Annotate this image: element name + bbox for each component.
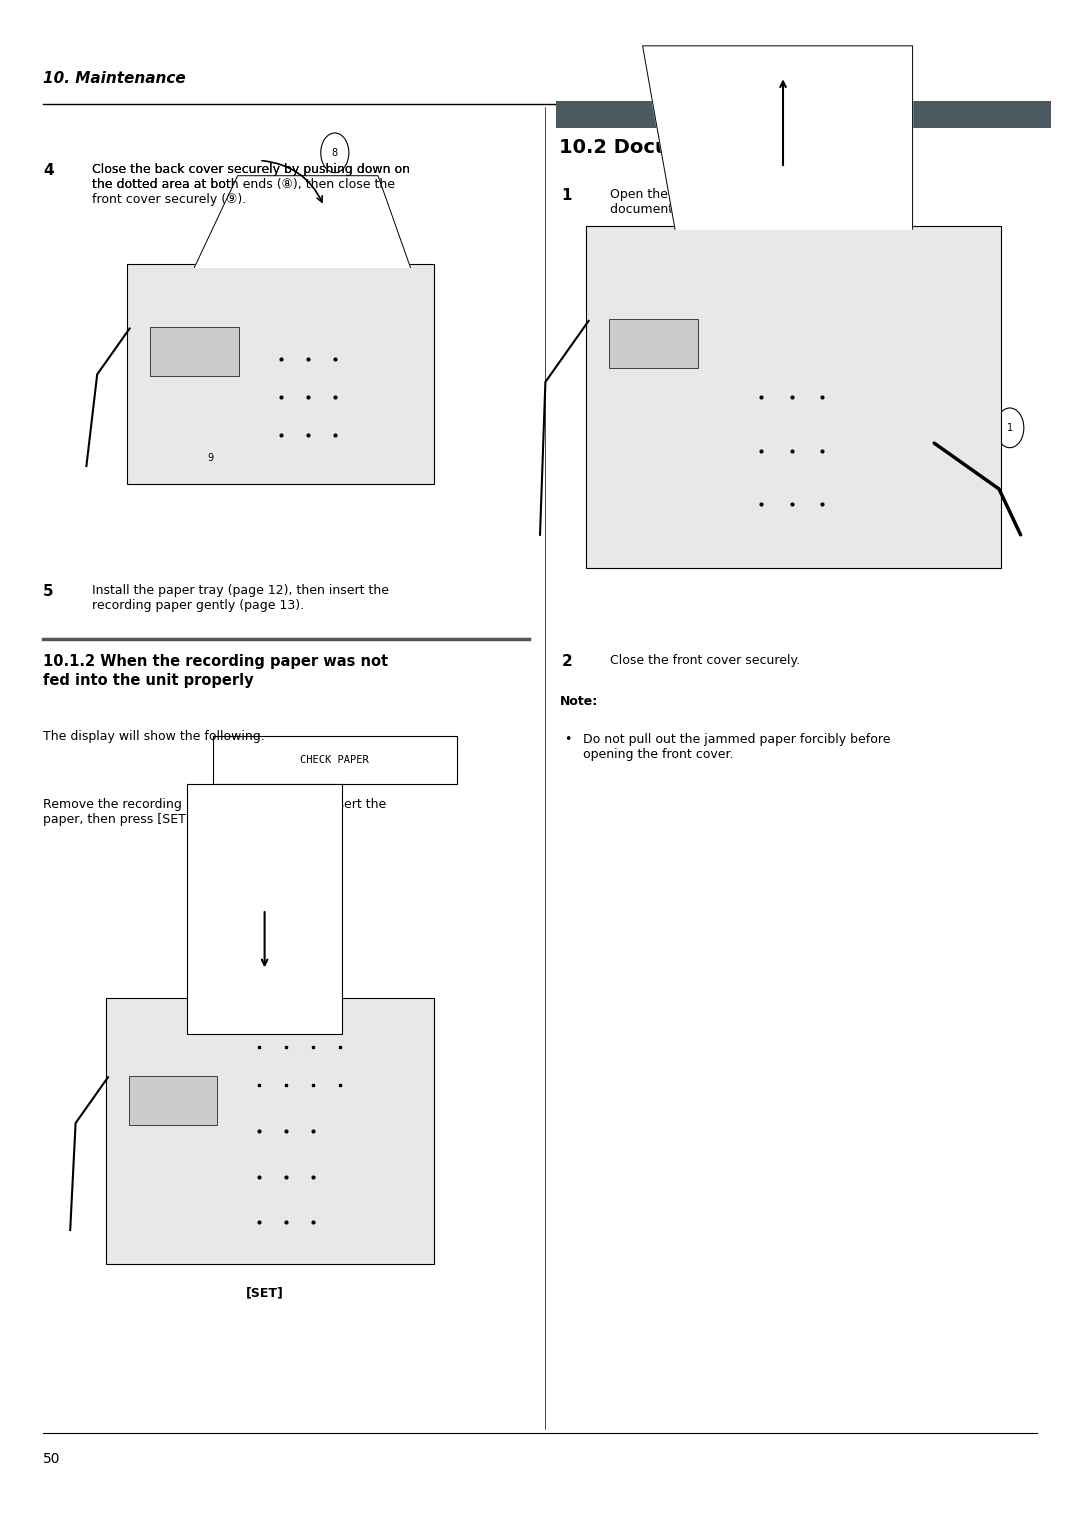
Text: 5: 5 <box>43 584 54 599</box>
Text: 2: 2 <box>562 654 572 669</box>
Text: 9: 9 <box>207 454 214 463</box>
FancyBboxPatch shape <box>106 998 434 1264</box>
FancyBboxPatch shape <box>213 736 457 784</box>
Text: Close the front cover securely.: Close the front cover securely. <box>610 654 800 668</box>
Text: Close the back cover securely by pushing down on
the dotted area at both ends (: Close the back cover securely by pushing… <box>92 163 409 191</box>
FancyBboxPatch shape <box>556 101 1051 128</box>
FancyBboxPatch shape <box>187 784 342 1034</box>
Text: Remove the recording paper and straighten. Insert the
paper, then press [SET] to: Remove the recording paper and straighte… <box>43 798 387 825</box>
FancyBboxPatch shape <box>129 1076 217 1125</box>
Text: 10. Maintenance: 10. Maintenance <box>43 70 186 86</box>
Polygon shape <box>194 176 410 267</box>
Text: Open the front cover. Remove the jammed
document carefully (①).: Open the front cover. Remove the jammed … <box>610 188 878 215</box>
FancyBboxPatch shape <box>586 226 1001 568</box>
Text: 10.1.2 When the recording paper was not
fed into the unit properly: 10.1.2 When the recording paper was not … <box>43 654 389 688</box>
Text: CHECK PAPER: CHECK PAPER <box>300 755 369 766</box>
Text: Install the paper tray (page 12), then insert the
recording paper gently (page 1: Install the paper tray (page 12), then i… <box>92 584 389 611</box>
Text: 50: 50 <box>43 1452 60 1465</box>
Text: Note:: Note: <box>559 695 597 709</box>
Text: 10.2 Document jams: 10.2 Document jams <box>559 138 784 156</box>
Text: Do not pull out the jammed paper forcibly before
opening the front cover.: Do not pull out the jammed paper forcibl… <box>583 733 891 761</box>
Text: The display will show the following.: The display will show the following. <box>43 730 265 744</box>
Text: 4: 4 <box>43 163 54 179</box>
Text: 8: 8 <box>332 148 338 157</box>
Text: 1: 1 <box>562 188 572 203</box>
Text: Close the back cover securely by pushing down on
the dotted area at both ends (⑧: Close the back cover securely by pushing… <box>92 163 409 206</box>
FancyBboxPatch shape <box>150 327 239 376</box>
Text: •: • <box>564 733 571 747</box>
FancyBboxPatch shape <box>65 183 497 520</box>
Text: 1: 1 <box>1007 423 1013 432</box>
FancyBboxPatch shape <box>609 319 698 368</box>
FancyBboxPatch shape <box>127 264 434 484</box>
Polygon shape <box>643 46 913 229</box>
Text: [SET]: [SET] <box>245 1287 284 1300</box>
